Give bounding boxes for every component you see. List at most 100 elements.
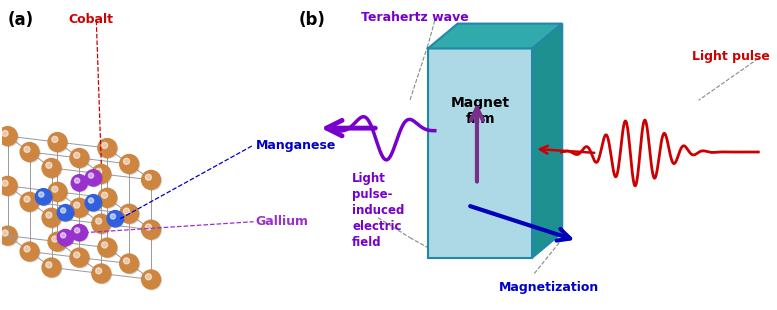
Circle shape <box>102 192 108 198</box>
Circle shape <box>70 198 89 217</box>
Circle shape <box>102 142 108 148</box>
Circle shape <box>42 258 61 277</box>
Circle shape <box>0 177 18 196</box>
Circle shape <box>20 242 39 261</box>
Circle shape <box>52 136 57 142</box>
Text: Terahertz wave: Terahertz wave <box>361 11 469 24</box>
Circle shape <box>120 254 138 273</box>
Circle shape <box>71 175 88 191</box>
Circle shape <box>92 166 112 184</box>
Circle shape <box>99 140 117 158</box>
Text: (a): (a) <box>8 11 34 29</box>
Circle shape <box>49 183 68 202</box>
Text: Light pulse: Light pulse <box>692 51 770 64</box>
Circle shape <box>2 180 8 186</box>
Circle shape <box>21 193 40 212</box>
Circle shape <box>20 143 39 162</box>
Circle shape <box>142 221 162 240</box>
Circle shape <box>141 270 161 289</box>
Circle shape <box>74 252 80 258</box>
Circle shape <box>98 139 117 157</box>
Circle shape <box>39 192 44 197</box>
Circle shape <box>61 208 66 213</box>
Circle shape <box>24 146 30 153</box>
Circle shape <box>0 128 18 147</box>
Circle shape <box>57 205 74 221</box>
Circle shape <box>89 198 94 203</box>
Circle shape <box>120 204 138 223</box>
Circle shape <box>92 214 111 233</box>
Circle shape <box>58 206 75 222</box>
Circle shape <box>20 192 39 211</box>
Circle shape <box>98 238 117 257</box>
Circle shape <box>74 202 80 208</box>
Circle shape <box>107 210 124 227</box>
Text: Manganese: Manganese <box>256 139 336 152</box>
Circle shape <box>98 188 117 207</box>
Circle shape <box>46 162 52 168</box>
Circle shape <box>85 170 102 186</box>
Circle shape <box>0 226 17 245</box>
Circle shape <box>102 242 108 248</box>
Circle shape <box>2 131 8 136</box>
Circle shape <box>52 186 57 192</box>
Circle shape <box>92 264 111 283</box>
Circle shape <box>110 214 116 219</box>
Circle shape <box>42 158 61 177</box>
Circle shape <box>0 176 17 195</box>
Circle shape <box>120 255 140 274</box>
Circle shape <box>85 195 102 211</box>
Text: Magnet
film: Magnet film <box>451 96 510 126</box>
Circle shape <box>48 182 67 201</box>
Circle shape <box>72 225 89 241</box>
Circle shape <box>43 209 62 228</box>
Circle shape <box>96 268 102 274</box>
Circle shape <box>2 230 8 236</box>
Circle shape <box>92 215 112 234</box>
Circle shape <box>145 274 152 280</box>
Circle shape <box>86 170 103 187</box>
Circle shape <box>48 232 67 251</box>
Circle shape <box>120 154 138 173</box>
Circle shape <box>75 228 80 233</box>
Circle shape <box>49 233 68 252</box>
Circle shape <box>108 211 124 228</box>
Circle shape <box>46 212 52 218</box>
Circle shape <box>74 152 80 158</box>
Circle shape <box>37 189 53 206</box>
Circle shape <box>42 208 61 227</box>
Circle shape <box>58 230 75 247</box>
Circle shape <box>43 159 62 178</box>
Text: Light
pulse-
induced
electric
field: Light pulse- induced electric field <box>352 172 405 249</box>
Circle shape <box>71 199 90 218</box>
Circle shape <box>72 175 89 192</box>
Circle shape <box>142 171 162 190</box>
Circle shape <box>70 248 89 267</box>
Circle shape <box>49 134 68 153</box>
Circle shape <box>57 229 74 246</box>
Circle shape <box>145 174 152 180</box>
Circle shape <box>71 249 90 268</box>
Circle shape <box>0 126 17 145</box>
Circle shape <box>71 224 88 241</box>
Polygon shape <box>428 48 532 258</box>
Polygon shape <box>532 24 563 258</box>
Circle shape <box>92 165 111 184</box>
Circle shape <box>61 233 66 238</box>
Circle shape <box>124 158 130 164</box>
Circle shape <box>124 258 130 264</box>
Circle shape <box>21 243 40 262</box>
Circle shape <box>145 224 152 230</box>
Circle shape <box>21 144 40 162</box>
Polygon shape <box>428 24 563 48</box>
Circle shape <box>36 189 52 205</box>
Circle shape <box>46 262 52 268</box>
Text: Gallium: Gallium <box>256 215 308 228</box>
Circle shape <box>43 259 62 278</box>
Circle shape <box>120 205 140 224</box>
Text: (b): (b) <box>298 11 326 29</box>
Circle shape <box>96 218 102 224</box>
Circle shape <box>24 246 30 252</box>
Circle shape <box>0 227 18 246</box>
Circle shape <box>89 173 94 178</box>
